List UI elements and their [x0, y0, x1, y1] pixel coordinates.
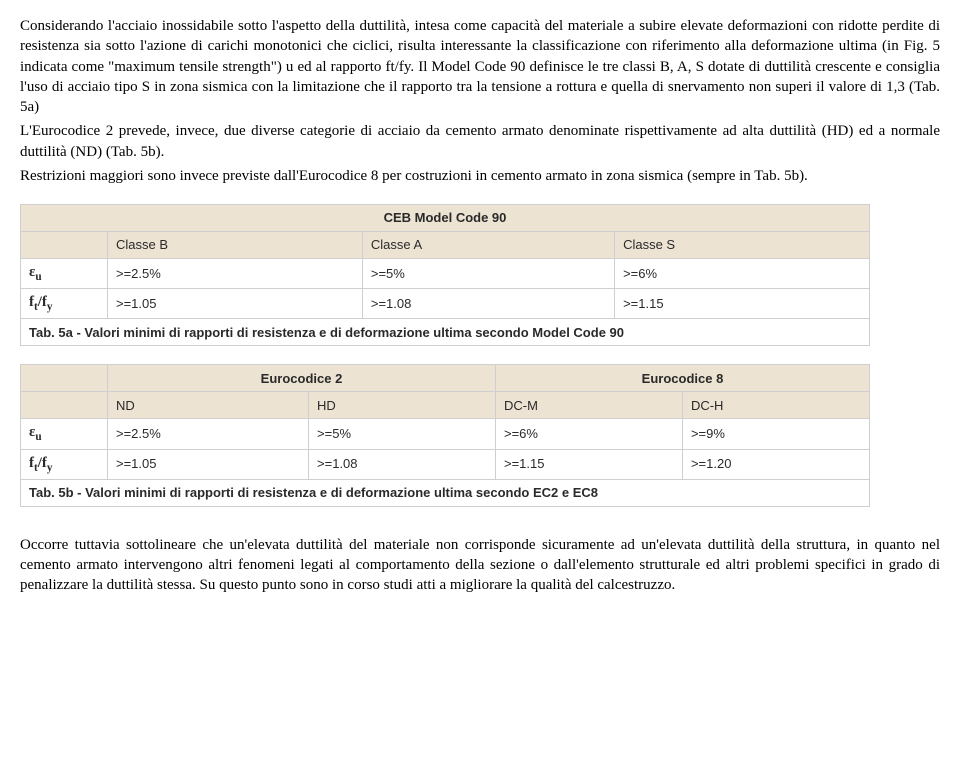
table-5a-row-eu-label: εu [21, 259, 108, 289]
paragraph-3: Restrizioni maggiori sono invece previst… [20, 166, 940, 186]
table-5a-row-ftfy-label: ft/fy [21, 289, 108, 319]
table-5b-eu-dch: >=9% [682, 419, 869, 449]
table-5b-col-dch: DC-H [682, 392, 869, 419]
paragraph-4: Occorre tuttavia sottolineare che un'ele… [20, 535, 940, 596]
table-5b-row-ftfy-label: ft/fy [21, 449, 108, 479]
paragraph-2: L'Eurocodice 2 prevede, invece, due dive… [20, 121, 940, 162]
table-5b-corner [21, 392, 108, 419]
table-5a-col-a: Classe A [362, 232, 614, 259]
table-5a-col-s: Classe S [615, 232, 870, 259]
table-5b-title-ec2: Eurocodice 2 [108, 365, 496, 392]
table-5a-eu-b: >=2.5% [108, 259, 363, 289]
table-5a-ftfy-a: >=1.08 [362, 289, 614, 319]
table-5b-col-nd: ND [108, 392, 309, 419]
table-5b-ftfy-dch: >=1.20 [682, 449, 869, 479]
table-5b-row-eu-label: εu [21, 419, 108, 449]
table-5b: Eurocodice 2 Eurocodice 8 ND HD DC-M DC-… [20, 364, 870, 506]
table-5b-col-dcm: DC-M [495, 392, 682, 419]
table-5b-eu-nd: >=2.5% [108, 419, 309, 449]
table-5a-col-b: Classe B [108, 232, 363, 259]
table-5b-ftfy-dcm: >=1.15 [495, 449, 682, 479]
table-5a-eu-a: >=5% [362, 259, 614, 289]
table-5a-caption: Tab. 5a - Valori minimi di rapporti di r… [21, 319, 870, 346]
table-5b-ftfy-nd: >=1.05 [108, 449, 309, 479]
table-5b-caption: Tab. 5b - Valori minimi di rapporti di r… [21, 479, 870, 506]
table-5a-ftfy-b: >=1.05 [108, 289, 363, 319]
table-5b-ftfy-hd: >=1.08 [309, 449, 496, 479]
table-5b-eu-dcm: >=6% [495, 419, 682, 449]
table-5b-corner-top [21, 365, 108, 392]
table-5b-title-ec8: Eurocodice 8 [495, 365, 869, 392]
table-5b-wrap: Eurocodice 2 Eurocodice 8 ND HD DC-M DC-… [20, 364, 940, 506]
table-5a: CEB Model Code 90 Classe B Classe A Clas… [20, 204, 870, 346]
table-5a-eu-s: >=6% [615, 259, 870, 289]
table-5a-ftfy-s: >=1.15 [615, 289, 870, 319]
table-5a-wrap: CEB Model Code 90 Classe B Classe A Clas… [20, 204, 940, 346]
table-5b-col-hd: HD [309, 392, 496, 419]
table-5a-corner [21, 232, 108, 259]
paragraph-1: Considerando l'acciaio inossidabile sott… [20, 16, 940, 117]
table-5b-eu-hd: >=5% [309, 419, 496, 449]
table-5a-title: CEB Model Code 90 [21, 205, 870, 232]
